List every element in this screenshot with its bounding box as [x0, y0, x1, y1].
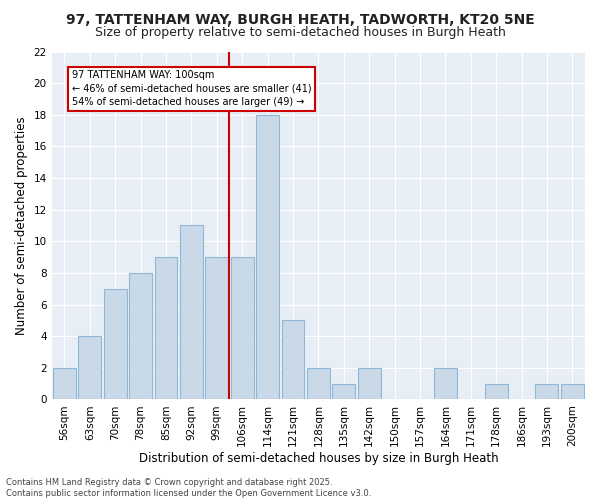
Bar	[485, 384, 508, 400]
Bar	[79, 336, 101, 400]
Text: Size of property relative to semi-detached houses in Burgh Heath: Size of property relative to semi-detach…	[95, 26, 505, 39]
Bar	[129, 273, 152, 400]
Text: Contains HM Land Registry data © Crown copyright and database right 2025.
Contai: Contains HM Land Registry data © Crown c…	[6, 478, 371, 498]
Text: 97 TATTENHAM WAY: 100sqm
← 46% of semi-detached houses are smaller (41)
54% of s: 97 TATTENHAM WAY: 100sqm ← 46% of semi-d…	[72, 70, 311, 107]
Bar	[561, 384, 584, 400]
Bar	[256, 115, 279, 400]
Bar	[358, 368, 380, 400]
X-axis label: Distribution of semi-detached houses by size in Burgh Heath: Distribution of semi-detached houses by …	[139, 452, 498, 465]
Bar	[155, 257, 178, 400]
Text: 97, TATTENHAM WAY, BURGH HEATH, TADWORTH, KT20 5NE: 97, TATTENHAM WAY, BURGH HEATH, TADWORTH…	[65, 12, 535, 26]
Y-axis label: Number of semi-detached properties: Number of semi-detached properties	[15, 116, 28, 335]
Bar	[104, 288, 127, 400]
Bar	[281, 320, 304, 400]
Bar	[332, 384, 355, 400]
Bar	[180, 226, 203, 400]
Bar	[205, 257, 228, 400]
Bar	[231, 257, 254, 400]
Bar	[434, 368, 457, 400]
Bar	[307, 368, 330, 400]
Bar	[53, 368, 76, 400]
Bar	[535, 384, 559, 400]
